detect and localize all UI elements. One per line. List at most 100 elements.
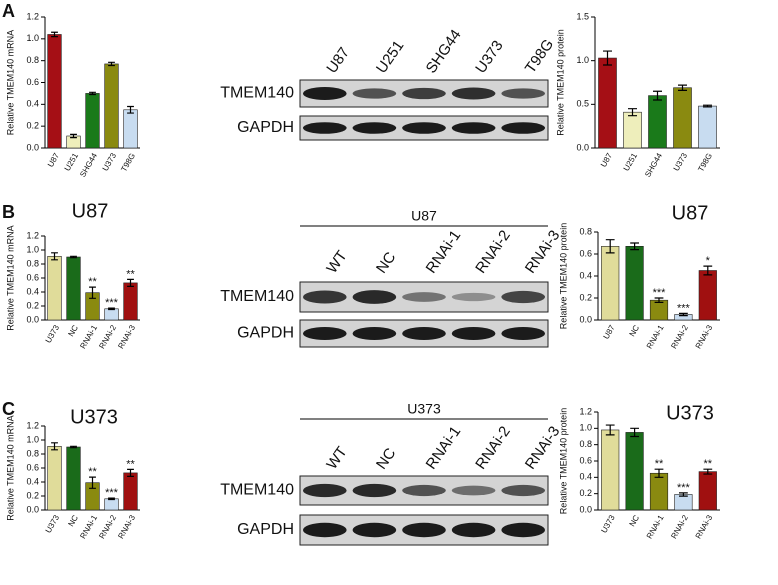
bar [47, 34, 62, 149]
x-tick-label: NC [628, 513, 642, 528]
significance-label: ** [126, 268, 135, 280]
y-tick-label: 1.2 [26, 11, 39, 21]
bar [698, 471, 717, 511]
error-bar [678, 84, 687, 91]
lane-label: RNAi-2 [472, 227, 514, 276]
y-tick-label: 0.6 [26, 77, 39, 87]
error-bar [89, 286, 96, 299]
lane-label: T98G [522, 36, 557, 76]
row-label: TMEM140 [220, 288, 294, 305]
x-tick-label: RNAi-3 [116, 323, 137, 350]
significance-label: *** [105, 487, 119, 499]
bar [601, 246, 620, 321]
y-tick-label: 0.8 [26, 448, 39, 458]
y-tick-label: 0.4 [26, 286, 39, 296]
lane-label: RNAi-3 [522, 423, 564, 472]
row-label: TMEM140 [220, 482, 294, 499]
x-tick-label: U373 [599, 513, 617, 535]
x-tick-label: T98G [696, 152, 714, 174]
x-tick-label: U373 [101, 151, 119, 173]
error-bar [127, 468, 134, 477]
bar [104, 308, 119, 321]
y-axis-label: Relative TMEM140 protein [555, 29, 565, 135]
y-tick-label: 0.2 [579, 292, 592, 302]
bar [623, 111, 642, 149]
x-tick-label: U87 [46, 151, 61, 169]
y-tick-label: 0.6 [579, 455, 592, 465]
significance-label: ** [88, 466, 97, 478]
y-tick-label: 1.0 [26, 434, 39, 444]
significance-label: *** [677, 302, 691, 314]
x-tick-label: RNAi-3 [116, 513, 137, 540]
blot-band [501, 522, 546, 538]
y-tick-label: 0.2 [26, 121, 39, 131]
error-bar [70, 445, 77, 449]
y-tick-label: 0.6 [26, 272, 39, 282]
lane-label: RNAi-1 [423, 227, 465, 276]
bar [649, 299, 669, 321]
chart-title: U87 [672, 202, 709, 224]
significance-label: * [706, 255, 711, 267]
blot-band [302, 290, 347, 304]
y-tick-label: 0.0 [26, 142, 39, 152]
error-bar [51, 31, 58, 38]
lane-label: NC [373, 445, 399, 473]
blot-band [501, 290, 546, 304]
y-tick-label: 0.4 [579, 270, 592, 280]
blot-band [302, 483, 347, 498]
y-tick-label: 1.0 [26, 244, 39, 254]
bar [601, 429, 620, 511]
bar [673, 87, 692, 149]
error-bar [127, 278, 134, 287]
blot-band [352, 327, 397, 340]
bar [47, 445, 62, 511]
error-bar [605, 239, 615, 254]
significance-label: *** [677, 482, 691, 494]
y-tick-label: 0.2 [26, 300, 39, 310]
error-bar [654, 297, 664, 303]
error-bar [653, 90, 662, 101]
lane-label: WT [323, 444, 350, 473]
lane-label: U373 [472, 37, 506, 76]
row-label: GAPDH [237, 325, 294, 342]
y-tick-label: 0.0 [576, 142, 589, 152]
x-tick-label: U373 [672, 151, 690, 173]
lane-label: U251 [373, 37, 407, 76]
blot-band [352, 290, 397, 304]
significance-label: ** [655, 458, 664, 470]
blot-band [352, 88, 397, 99]
significance-label: ** [88, 276, 97, 288]
lane-label: WT [323, 248, 350, 277]
error-bar [51, 252, 58, 261]
bar [85, 93, 100, 149]
significance-label: *** [653, 287, 667, 299]
lane-label: NC [373, 249, 399, 277]
blot-band [451, 122, 496, 134]
bar [104, 498, 119, 511]
y-tick-label: 0.4 [26, 476, 39, 486]
bar [123, 282, 138, 321]
blot-band [302, 122, 347, 134]
y-tick-label: 0.6 [26, 462, 39, 472]
chart-title: U373 [666, 402, 714, 424]
error-bar [108, 497, 115, 501]
x-tick-label: NC [66, 323, 80, 338]
bar [598, 57, 617, 149]
lane-label: RNAi-2 [472, 423, 514, 472]
error-bar [703, 265, 713, 276]
row-label: GAPDH [237, 119, 294, 136]
bar [625, 246, 644, 321]
bar [674, 494, 693, 511]
y-tick-label: 0.5 [576, 99, 589, 109]
y-tick-label: 0.8 [26, 258, 39, 268]
lane-label: SHG44 [423, 27, 465, 77]
x-tick-label: U251 [622, 151, 640, 173]
y-tick-label: 0.6 [579, 248, 592, 258]
bar [648, 95, 667, 149]
row-label: TMEM140 [220, 85, 294, 102]
y-tick-label: 0.4 [579, 472, 592, 482]
panel-label: C [2, 399, 15, 419]
error-bar [70, 255, 77, 259]
y-tick-label: 1.2 [579, 406, 592, 416]
